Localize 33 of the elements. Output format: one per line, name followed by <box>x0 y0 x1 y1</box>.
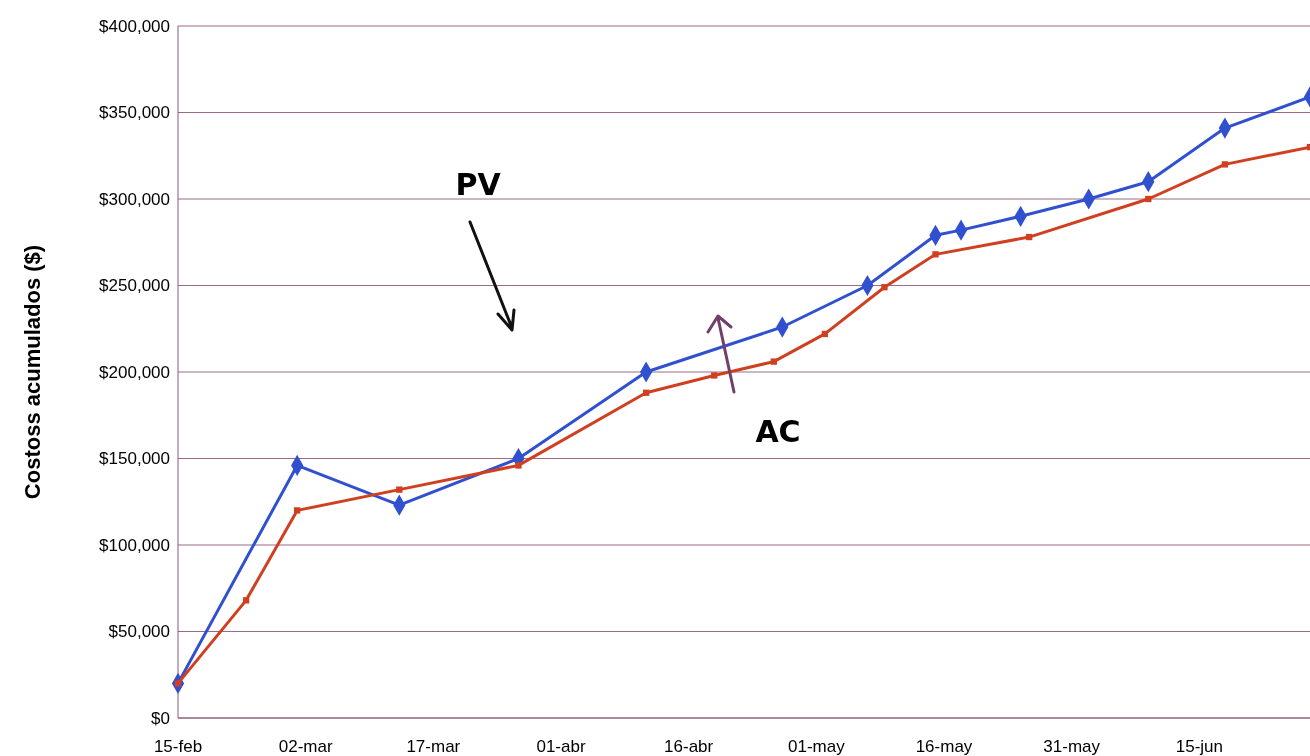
point <box>770 358 777 365</box>
x-tick-label: 31-may <box>1043 737 1101 756</box>
y-tick-label: $150,000 <box>99 449 170 469</box>
x-tick-label: 16-abr <box>664 737 714 756</box>
point <box>881 284 888 291</box>
x-tick-label: 01-abr <box>536 737 586 756</box>
point <box>932 251 939 258</box>
point <box>642 389 650 396</box>
y-tick-label: $0 <box>151 708 170 728</box>
x-tick-label: 01-may <box>788 737 846 756</box>
y-tick-label: $300,000 <box>99 189 170 209</box>
point <box>1025 233 1033 241</box>
y-tick-label: $400,000 <box>99 16 170 36</box>
y-axis-title: Costoss acumulados ($) <box>20 244 45 500</box>
y-tick-label: $100,000 <box>99 535 170 555</box>
x-tick-label: 15-feb <box>153 737 203 756</box>
point <box>396 486 403 493</box>
annotation: AC <box>755 414 801 449</box>
point <box>711 372 718 379</box>
x-tick-label: 15-jun <box>1175 737 1223 756</box>
x-tick-label: 17-mar <box>406 737 461 756</box>
x-tick-label: 16-may <box>915 737 973 756</box>
annotation: PV <box>455 167 502 202</box>
y-tick-label: $350,000 <box>99 103 170 123</box>
y-tick-label: $50,000 <box>108 622 170 642</box>
point <box>1145 195 1152 203</box>
point <box>1221 161 1229 168</box>
x-tick-label: 02-mar <box>278 737 333 756</box>
y-tick-label: $200,000 <box>99 362 170 382</box>
point <box>515 462 522 469</box>
point <box>294 507 301 514</box>
point <box>821 330 829 338</box>
y-tick-label: $250,000 <box>99 276 170 296</box>
